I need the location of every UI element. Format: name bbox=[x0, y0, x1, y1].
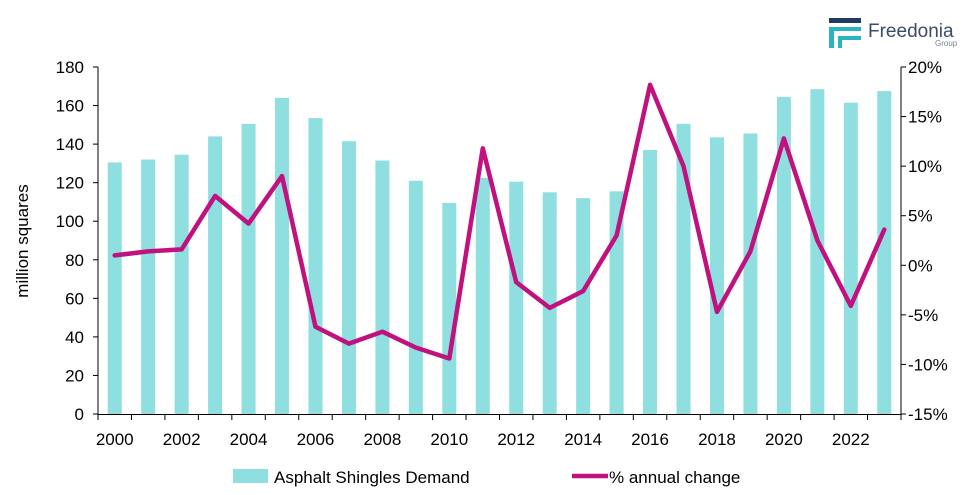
right-tick-label: 20% bbox=[908, 58, 942, 77]
x-tick-label: 2006 bbox=[297, 430, 335, 449]
right-tick-label: 15% bbox=[908, 108, 942, 127]
bar bbox=[609, 191, 624, 414]
bar bbox=[241, 123, 256, 414]
left-tick-label: 20 bbox=[65, 366, 84, 385]
bar bbox=[375, 160, 390, 414]
bar bbox=[576, 198, 591, 414]
x-tick-label: 2012 bbox=[497, 430, 535, 449]
right-tick-label: -5% bbox=[908, 306, 938, 325]
line-series bbox=[112, 82, 887, 361]
left-tick-label: 80 bbox=[65, 251, 84, 270]
bar bbox=[542, 192, 557, 414]
logo-bar-2 bbox=[829, 27, 861, 31]
bar bbox=[843, 102, 858, 415]
legend-line-label: % annual change bbox=[609, 468, 740, 487]
bar bbox=[442, 202, 457, 414]
left-tick-label: 0 bbox=[75, 405, 84, 424]
left-tick-label: 180 bbox=[56, 58, 84, 77]
bar bbox=[676, 123, 691, 414]
freedonia-logo: Freedonia Group bbox=[829, 18, 958, 48]
bar bbox=[877, 91, 892, 414]
y-axis-title: million squares bbox=[13, 184, 32, 297]
logo-sub: Group bbox=[935, 39, 958, 48]
bar bbox=[308, 118, 323, 414]
bar bbox=[107, 162, 122, 414]
left-tick-label: 40 bbox=[65, 328, 84, 347]
x-tick-label: 2022 bbox=[832, 430, 870, 449]
left-tick-label: 120 bbox=[56, 174, 84, 193]
x-tick-label: 2002 bbox=[163, 430, 201, 449]
right-tick-label: 0% bbox=[908, 256, 933, 275]
logo-name: Freedonia bbox=[868, 21, 954, 42]
bar bbox=[174, 154, 189, 415]
x-tick-label: 2010 bbox=[430, 430, 468, 449]
legend-bar-label: Asphalt Shingles Demand bbox=[274, 468, 470, 487]
left-tick-label: 140 bbox=[56, 135, 84, 154]
bar bbox=[275, 97, 290, 414]
right-tick-label: -15% bbox=[908, 405, 948, 424]
x-axis-ticks: 2000 2002 2004 2006 2008 2010 2012 2014 2016 2018… bbox=[96, 414, 902, 449]
axes: 0 20 40 60 80 100 120 140 160 180 -15% -10% -5% 0% 5%… bbox=[56, 58, 948, 449]
bar bbox=[509, 181, 524, 414]
annual-change-line bbox=[112, 82, 887, 361]
bar bbox=[643, 149, 658, 414]
x-tick-label: 2008 bbox=[363, 430, 401, 449]
x-tick-label: 2020 bbox=[765, 430, 803, 449]
x-tick-label: 2016 bbox=[631, 430, 669, 449]
bar bbox=[141, 159, 156, 414]
bar bbox=[810, 89, 825, 415]
bar bbox=[776, 96, 791, 414]
logo-stem bbox=[829, 31, 834, 48]
right-axis-ticks: -15% -10% -5% 0% 5% 10% 15% 20% bbox=[901, 58, 948, 424]
logo-bar-1 bbox=[829, 18, 861, 23]
left-tick-label: 100 bbox=[56, 212, 84, 231]
x-tick-label: 2004 bbox=[230, 430, 268, 449]
bar bbox=[743, 133, 758, 414]
x-tick-label: 2018 bbox=[698, 430, 736, 449]
x-tick-label: 2000 bbox=[96, 430, 134, 449]
legend-bar-swatch bbox=[233, 469, 268, 483]
logo-stem-2 bbox=[838, 40, 842, 48]
legend: Asphalt Shingles Demand % annual change bbox=[233, 468, 740, 487]
x-tick-label: 2014 bbox=[564, 430, 602, 449]
left-tick-label: 160 bbox=[56, 97, 84, 116]
bar bbox=[709, 137, 724, 414]
left-axis-ticks: 0 20 40 60 80 100 120 140 160 180 bbox=[56, 58, 98, 424]
logo-bar-3 bbox=[838, 36, 861, 40]
bar bbox=[208, 136, 223, 414]
bar bbox=[341, 141, 356, 414]
bar-series bbox=[107, 89, 892, 415]
bar bbox=[408, 180, 423, 414]
left-tick-label: 60 bbox=[65, 289, 84, 308]
bar bbox=[475, 177, 490, 414]
right-tick-label: -10% bbox=[908, 355, 948, 374]
right-tick-label: 10% bbox=[908, 157, 942, 176]
right-tick-label: 5% bbox=[908, 207, 933, 226]
